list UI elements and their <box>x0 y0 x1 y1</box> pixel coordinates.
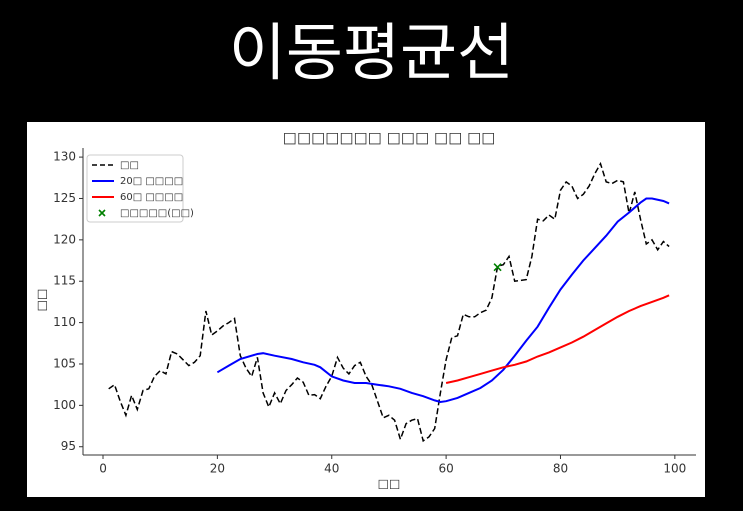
x-tick-label: 0 <box>99 462 107 476</box>
y-tick-label: 115 <box>53 274 76 288</box>
chart-title: □□□□□□□ □□□ □□ □□ <box>283 129 496 147</box>
series-line <box>108 161 670 443</box>
y-tick-label: 105 <box>53 356 76 370</box>
x-tick-label: 100 <box>663 462 686 476</box>
heading: 이동평균선 <box>228 16 515 89</box>
x-tick-label: 80 <box>553 462 568 476</box>
series-line <box>445 294 670 384</box>
legend-label: □□ <box>120 160 139 171</box>
y-tick-label: 125 <box>53 191 76 205</box>
marker <box>493 263 502 272</box>
chart-panel: □□□□□□□ □□□ □□ □□ □□ □□ 95 100 105 110 115 12… <box>27 122 705 497</box>
legend-label: □□□□□(□□) <box>120 208 194 219</box>
x-tick-label: 40 <box>324 462 339 476</box>
y-tick-label: 100 <box>53 398 76 412</box>
legend-label: 20□ □□□□ <box>120 176 183 187</box>
y-axis-label: □□ <box>35 289 49 312</box>
legend-box <box>86 154 184 223</box>
y-tick-label: 120 <box>53 232 76 246</box>
legend-label: 60□ □□□□ <box>120 192 183 203</box>
x-axis-label: □□ <box>378 477 401 491</box>
x-tick-label: 20 <box>210 462 225 476</box>
y-tick-label: 95 <box>61 439 76 453</box>
chart: □□□□□□□ □□□ □□ □□ □□ □□ 95 100 105 110 115 12… <box>35 129 696 491</box>
y-tick-label: 110 <box>53 315 76 329</box>
x-tick-label: 60 <box>438 462 453 476</box>
legend-marker <box>98 209 106 217</box>
y-tick-label: 130 <box>53 150 76 164</box>
series-line <box>216 197 670 404</box>
